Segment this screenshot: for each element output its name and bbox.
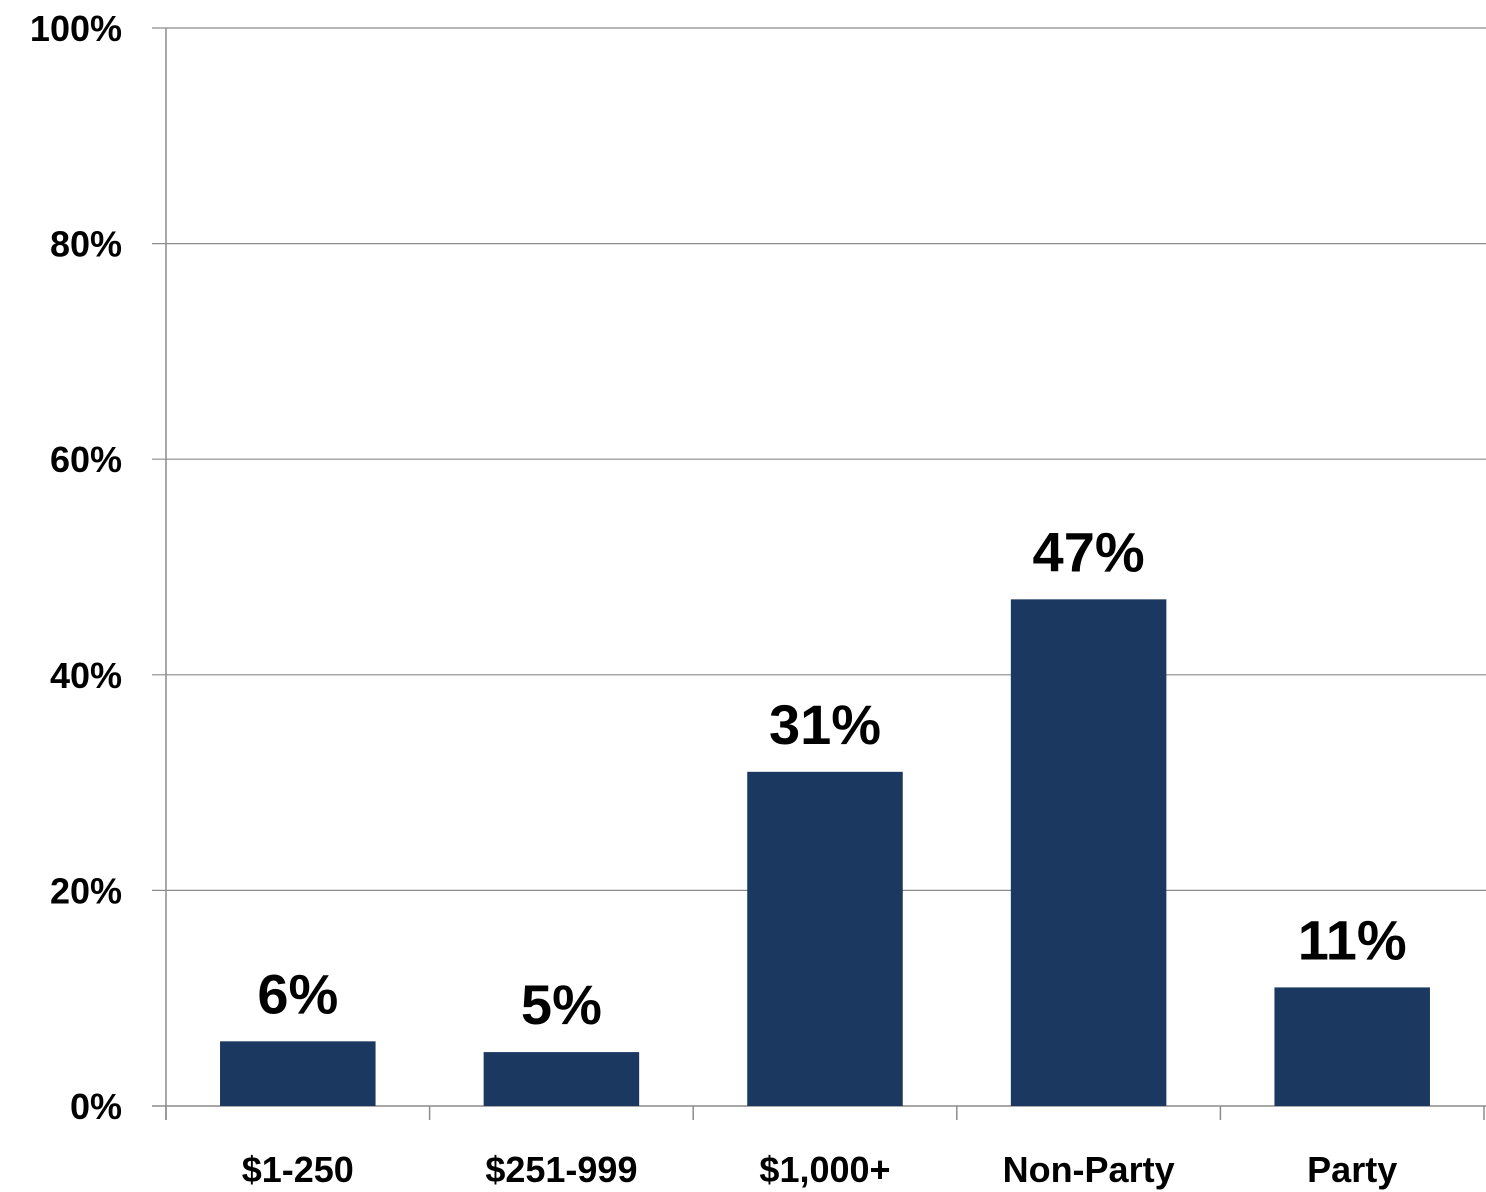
labels: 0% 20% 40% 60% 80% 100% 6% $1-250 5% $251-999 31% $… bbox=[30, 8, 1407, 1190]
bar bbox=[483, 1052, 640, 1106]
bar bbox=[747, 771, 903, 1106]
x-tick-label: Party bbox=[1307, 1149, 1397, 1190]
data-label: 47% bbox=[1033, 520, 1145, 583]
x-tick-label: $1,000+ bbox=[759, 1149, 890, 1190]
y-tick-label: 100% bbox=[30, 8, 122, 49]
x-tick-label: $251-999 bbox=[485, 1149, 637, 1190]
data-label: 11% bbox=[1298, 908, 1407, 971]
y-tick-label: 60% bbox=[50, 439, 122, 480]
bar bbox=[1274, 987, 1430, 1106]
data-label: 5% bbox=[521, 973, 602, 1036]
bar bbox=[220, 1041, 376, 1106]
y-tick-label: 0% bbox=[70, 1086, 122, 1127]
x-tick-label: Non-Party bbox=[1003, 1149, 1175, 1190]
bar bbox=[1010, 599, 1167, 1106]
y-tick-label: 40% bbox=[50, 655, 122, 696]
gridlines bbox=[152, 27, 1486, 892]
bars bbox=[220, 599, 1430, 1106]
y-tick-label: 20% bbox=[50, 870, 122, 911]
x-tick-label: $1-250 bbox=[242, 1149, 354, 1190]
y-tick-label: 80% bbox=[50, 224, 122, 265]
data-label: 6% bbox=[257, 962, 338, 1025]
data-label: 31% bbox=[769, 693, 881, 756]
